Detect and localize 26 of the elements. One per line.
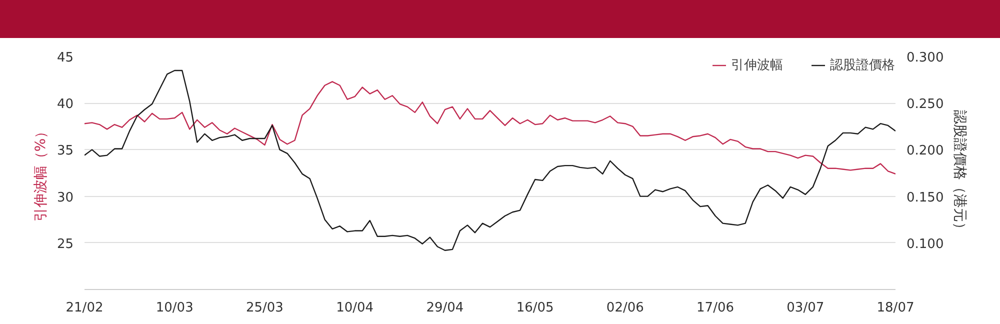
legend-label: 引伸波幅 [731,57,783,74]
y2-tick-label: 0.250 [906,97,944,112]
y-tick-label: 35 [56,144,74,159]
x-tick-label: 17/06 [696,300,734,316]
y2-axis-title: 認股證價格（港元） [952,110,968,236]
y-tick-label: 40 [56,97,74,112]
y-axis-title: 引伸波幅（%） [32,124,49,222]
y-tick-label: 25 [56,236,74,252]
line-series [84,70,896,251]
x-tick-label: 29/04 [426,300,464,316]
x-tick-label: 10/03 [156,300,194,316]
x-tick-label: 21/02 [66,300,104,316]
line-series [84,81,896,175]
x-tick-label: 02/06 [606,300,644,316]
x-tick-label: 10/04 [336,300,374,316]
y-tick-label: 30 [56,190,74,206]
x-tick-label: 16/05 [516,300,554,316]
legend-label: 認股證價格 [830,57,895,74]
y2-tick-label: 0.150 [906,190,944,206]
x-tick-label: 18/07 [876,300,914,316]
x-tick-label: 25/03 [246,300,284,316]
y-tick-label: 45 [56,50,74,66]
y2-tick-label: 0.200 [906,144,944,159]
x-tick-label: 03/07 [786,300,824,316]
y2-tick-label: 0.300 [906,50,944,66]
y2-tick-label: 0.100 [906,236,944,252]
